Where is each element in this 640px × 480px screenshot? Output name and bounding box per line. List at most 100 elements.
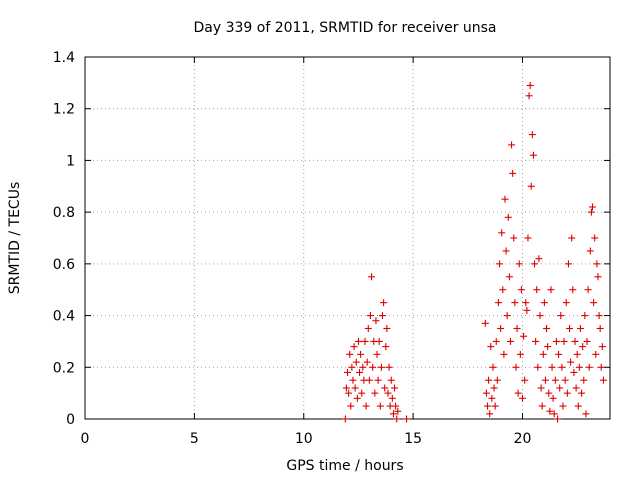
data-point bbox=[362, 402, 370, 410]
data-point bbox=[576, 325, 584, 332]
data-point bbox=[512, 363, 520, 371]
chart-title: Day 339 of 2011, SRMTID for receiver uns… bbox=[193, 20, 496, 36]
data-point bbox=[566, 325, 574, 332]
data-point bbox=[487, 343, 495, 351]
data-point bbox=[369, 363, 377, 371]
data-point bbox=[525, 92, 533, 100]
data-points bbox=[341, 81, 607, 423]
data-point bbox=[575, 363, 583, 371]
data-point bbox=[581, 312, 589, 320]
y-tick-label: 0.8 bbox=[53, 205, 75, 221]
data-point bbox=[585, 363, 593, 371]
data-point bbox=[543, 325, 551, 332]
data-point bbox=[531, 260, 539, 268]
data-point bbox=[491, 402, 499, 410]
data-point bbox=[371, 389, 379, 397]
data-point bbox=[568, 234, 576, 242]
y-tick-label: 1 bbox=[66, 153, 75, 169]
data-point bbox=[501, 195, 509, 203]
data-point bbox=[519, 394, 526, 402]
data-point bbox=[374, 376, 382, 384]
data-point bbox=[582, 410, 590, 418]
data-point bbox=[533, 286, 541, 294]
data-point bbox=[584, 286, 592, 294]
data-point bbox=[359, 363, 367, 371]
data-point bbox=[498, 229, 506, 237]
x-tick-label: 10 bbox=[295, 431, 313, 447]
y-tick-label: 0.4 bbox=[53, 309, 75, 325]
data-point bbox=[346, 350, 354, 358]
data-point bbox=[569, 286, 577, 294]
data-point bbox=[554, 415, 561, 423]
data-point bbox=[599, 376, 607, 384]
data-point bbox=[515, 260, 523, 268]
data-point bbox=[356, 368, 364, 376]
data-point bbox=[545, 389, 553, 397]
data-point bbox=[394, 407, 402, 415]
x-tick-label: 20 bbox=[514, 431, 532, 447]
data-point bbox=[506, 337, 514, 345]
data-point bbox=[563, 389, 571, 397]
y-tick-label: 1.4 bbox=[53, 50, 75, 66]
data-point bbox=[490, 384, 498, 392]
data-point bbox=[481, 319, 489, 327]
data-point bbox=[559, 402, 567, 410]
data-point bbox=[500, 350, 508, 358]
data-point bbox=[366, 312, 374, 320]
data-point bbox=[589, 203, 596, 211]
data-point bbox=[586, 247, 594, 255]
data-point bbox=[375, 337, 383, 345]
data-point bbox=[517, 286, 525, 294]
data-point bbox=[365, 376, 373, 384]
data-point bbox=[510, 234, 518, 242]
data-point bbox=[592, 350, 600, 358]
data-point bbox=[381, 384, 389, 392]
data-point bbox=[486, 410, 494, 418]
data-point bbox=[345, 389, 353, 397]
y-tick-label: 0 bbox=[66, 412, 75, 428]
data-point bbox=[363, 358, 371, 366]
data-point bbox=[351, 384, 359, 392]
y-tick-label: 0.6 bbox=[53, 257, 75, 273]
data-point bbox=[503, 312, 511, 320]
data-point bbox=[558, 363, 566, 371]
data-point bbox=[580, 376, 588, 384]
data-point bbox=[383, 325, 391, 332]
y-tick-label: 0.2 bbox=[53, 360, 75, 376]
data-point bbox=[564, 260, 572, 268]
data-point bbox=[484, 402, 491, 410]
data-point bbox=[544, 343, 552, 351]
data-point bbox=[557, 312, 565, 320]
data-point bbox=[528, 131, 536, 139]
data-point bbox=[567, 358, 575, 366]
data-point bbox=[593, 260, 601, 268]
data-point bbox=[538, 402, 546, 410]
data-point bbox=[391, 384, 399, 392]
data-point bbox=[493, 376, 501, 384]
data-point bbox=[594, 273, 602, 281]
data-point bbox=[548, 363, 556, 371]
data-point bbox=[376, 402, 384, 410]
data-point bbox=[373, 350, 381, 358]
data-point bbox=[341, 415, 349, 423]
data-point bbox=[523, 306, 531, 314]
data-point bbox=[504, 213, 512, 221]
data-point bbox=[583, 337, 591, 345]
data-point bbox=[547, 286, 555, 294]
data-point bbox=[514, 389, 522, 397]
data-point bbox=[347, 402, 355, 410]
data-point bbox=[551, 376, 559, 384]
data-point bbox=[496, 260, 504, 268]
data-point bbox=[379, 312, 386, 320]
axis-ticks bbox=[84, 56, 610, 420]
data-point bbox=[597, 363, 605, 371]
data-point bbox=[521, 376, 529, 384]
data-point bbox=[527, 182, 535, 190]
data-point bbox=[357, 350, 365, 358]
data-point bbox=[380, 299, 388, 307]
data-point bbox=[591, 234, 599, 242]
data-point bbox=[392, 402, 400, 410]
data-point bbox=[534, 363, 542, 371]
data-point bbox=[513, 325, 521, 332]
